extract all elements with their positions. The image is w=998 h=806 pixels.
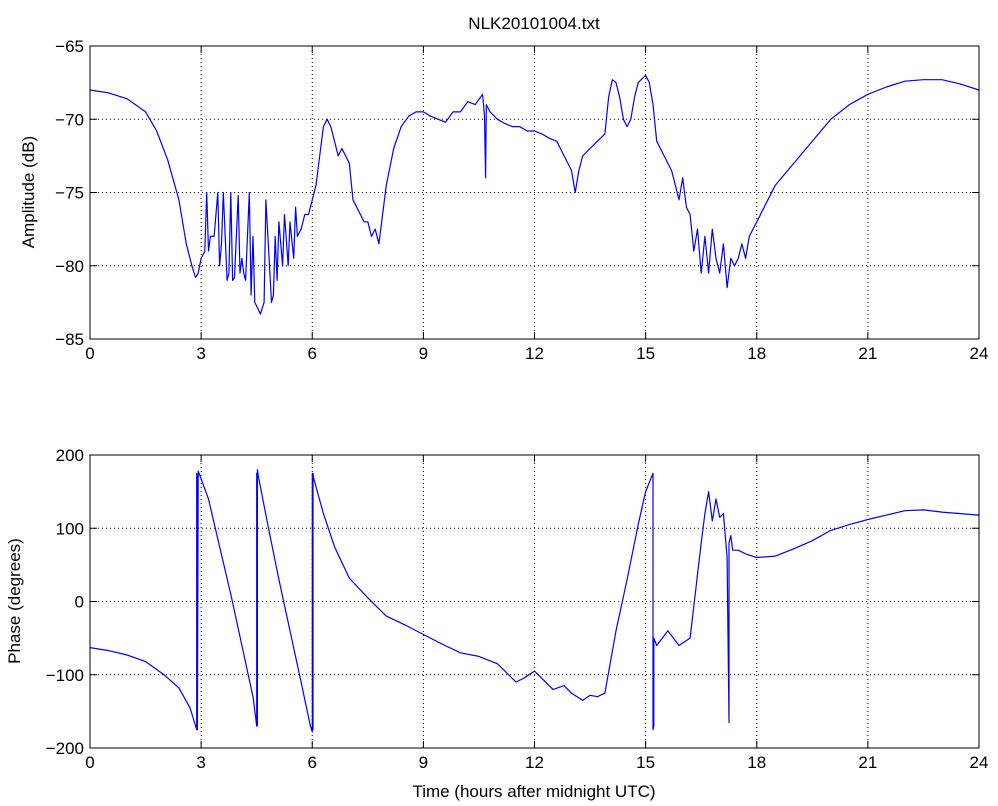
amplitude-ytick-label: −85 xyxy=(55,330,84,349)
phase-xlabel: Time (hours after midnight UTC) xyxy=(412,782,655,801)
amplitude-xtick-label: 18 xyxy=(747,344,766,363)
amplitude-xtick-label: 3 xyxy=(196,344,205,363)
phase-xtick-label: 18 xyxy=(747,753,766,772)
phase-ytick-label: −100 xyxy=(46,666,84,685)
amplitude-xtick-label: 21 xyxy=(858,344,877,363)
phase-axes: 0 3 6 9 12 15 18 21 24 −200 −100 0 100 200 Phase (deg… xyxy=(5,446,988,801)
amplitude-xtick-label: 0 xyxy=(85,344,94,363)
amplitude-ytick-label: −75 xyxy=(55,184,84,203)
phase-xtick-label: 21 xyxy=(858,753,877,772)
phase-ticks: 0 3 6 9 12 15 18 21 24 −200 −100 0 100 200 xyxy=(46,446,989,772)
phase-xtick-label: 24 xyxy=(970,753,989,772)
phase-ytick-label: 200 xyxy=(56,446,84,465)
amplitude-ytick-label: −70 xyxy=(55,110,84,129)
phase-xtick-label: 15 xyxy=(636,753,655,772)
phase-series-group xyxy=(89,469,980,733)
phase-series-line xyxy=(89,469,980,733)
amplitude-ytick-label: −65 xyxy=(55,37,84,56)
phase-ylabel: Phase (degrees) xyxy=(5,538,24,664)
amplitude-axes: 0 3 6 9 12 15 18 21 24 −85 −80 −75 −70 −65 Amplitude … xyxy=(19,37,988,363)
amplitude-xtick-label: 6 xyxy=(308,344,317,363)
amplitude-ticks: 0 3 6 9 12 15 18 21 24 −85 −80 −75 −70 −65 xyxy=(55,37,988,363)
phase-xtick-label: 3 xyxy=(196,753,205,772)
amplitude-ylabel: Amplitude (dB) xyxy=(19,136,38,248)
amplitude-xtick-label: 24 xyxy=(970,344,989,363)
chart-title: NLK20101004.txt xyxy=(468,14,600,33)
phase-xtick-label: 0 xyxy=(85,753,94,772)
phase-ytick-label: −200 xyxy=(46,739,84,758)
amplitude-xtick-label: 9 xyxy=(419,344,428,363)
phase-xtick-label: 12 xyxy=(525,753,544,772)
amplitude-ytick-label: −80 xyxy=(55,257,84,276)
amplitude-series-group xyxy=(89,74,980,315)
amplitude-series-line xyxy=(89,74,980,315)
amplitude-xtick-label: 15 xyxy=(636,344,655,363)
phase-xtick-label: 9 xyxy=(419,753,428,772)
phase-ytick-label: 100 xyxy=(56,519,84,538)
phase-ytick-label: 0 xyxy=(75,593,84,612)
amplitude-xtick-label: 12 xyxy=(525,344,544,363)
phase-xtick-label: 6 xyxy=(308,753,317,772)
phase-grid xyxy=(90,455,979,748)
